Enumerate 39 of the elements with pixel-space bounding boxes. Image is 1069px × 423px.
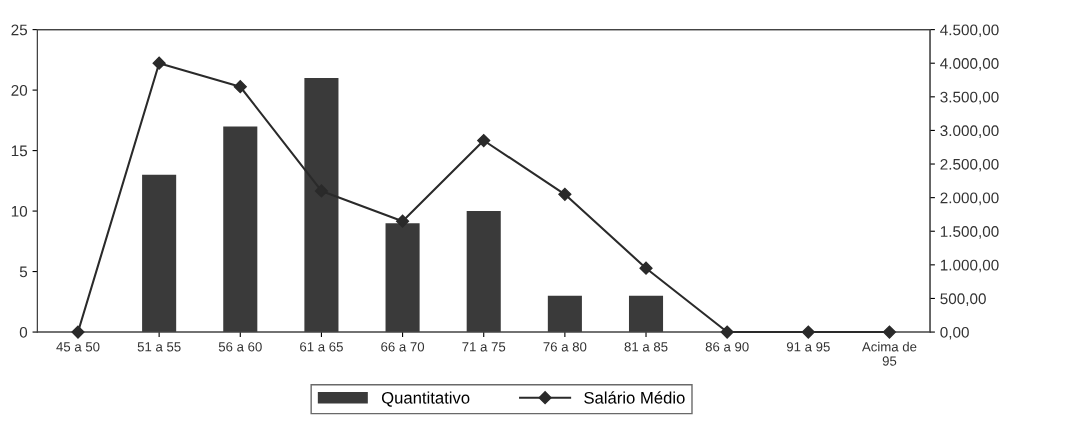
x-tick-label: 56 a 60 [218, 342, 262, 352]
point [639, 261, 653, 275]
y2-tick-label: 3.000,00 [940, 125, 999, 138]
x-tick-label: 45 a 50 [56, 342, 100, 352]
y-tick-label: 0 [19, 326, 28, 338]
x-tick-label: 66 a 70 [381, 342, 425, 352]
point [801, 325, 815, 339]
point [477, 133, 491, 148]
x-tick-label: 76 a 80 [543, 342, 587, 352]
y2-tick-label: 1.500,00 [940, 226, 999, 239]
legend-label: Salário Médio [584, 391, 685, 404]
x-tick-label: 86 a 90 [705, 342, 749, 352]
y-tick-label: 15 [11, 145, 28, 157]
y2-tick-label: 500,00 [940, 293, 986, 306]
x-tick-label: Acima de 95 [861, 341, 917, 366]
x-tick-label: 81 a 85 [624, 342, 668, 352]
point [71, 325, 85, 339]
y2-tick-label: 1.000,00 [940, 259, 999, 273]
x-tick-label: 51 a 55 [137, 342, 181, 352]
point [558, 187, 572, 201]
y2-tick-label: 4.500,00 [940, 24, 999, 38]
y2-tick-label: 2.000,00 [940, 192, 999, 206]
x-tick-label: 91 a 95 [786, 342, 830, 352]
y-tick-label: 20 [11, 84, 28, 96]
y-tick-label: 10 [11, 205, 28, 217]
point [233, 80, 247, 94]
point [152, 56, 166, 70]
point [395, 214, 410, 228]
x-tick-label: 61 a 65 [300, 342, 343, 352]
point [720, 325, 734, 339]
legend-label: Quantitativo [381, 391, 470, 407]
point [882, 325, 897, 339]
y-tick-label: 25 [11, 24, 28, 36]
x-tick-label: 71 a 75 [462, 342, 506, 352]
y-tick-label: 5 [19, 266, 28, 278]
y2-tick-label: 3.500,00 [940, 91, 999, 105]
y2-tick-label: 0,00 [940, 326, 969, 340]
y2-tick-label: 2.500,00 [940, 158, 999, 172]
y2-tick-label: 4.000,00 [940, 58, 999, 71]
